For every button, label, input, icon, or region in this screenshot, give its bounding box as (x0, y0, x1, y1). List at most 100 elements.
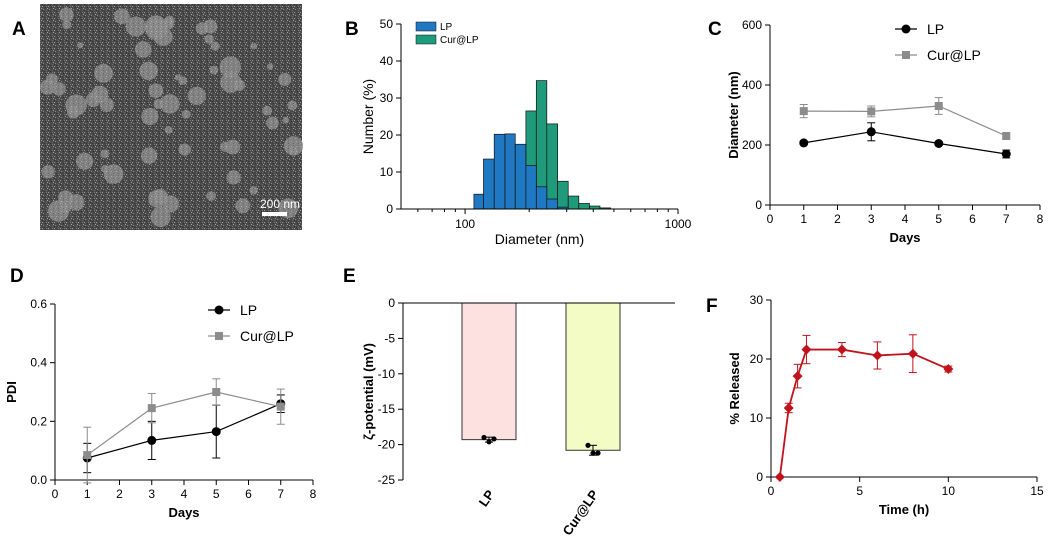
x-axis-label: Days (168, 505, 199, 520)
tem-particle (77, 42, 84, 49)
replicate-point (595, 450, 601, 456)
tem-particle (235, 198, 251, 214)
series-line (803, 131, 1007, 155)
legend-marker (902, 51, 910, 59)
tem-particle (174, 74, 182, 81)
panel-label-a: A (12, 19, 26, 40)
y-tick-label: 30 (380, 91, 394, 105)
chart-e-zeta-potential: LP Cur@LP 0 -5 -10 -15 -20 -25 ζ-potential (mV) (361, 296, 675, 538)
x-tick-label: LP (476, 487, 498, 509)
tem-particle (210, 41, 220, 51)
data-point (783, 402, 794, 413)
data-point (83, 451, 92, 460)
tem-particle (41, 165, 55, 179)
x-tick-label: 15 (1030, 484, 1044, 498)
tem-particle (195, 22, 209, 35)
replicate-point (585, 442, 591, 448)
histogram-bar-lp (535, 186, 548, 210)
chart-f-release: 0 10 20 30 0 5 10 15 Time (h) % Released (727, 293, 1044, 517)
y-tick-label: -25 (378, 473, 396, 487)
y-axis-label: PDI (4, 381, 19, 403)
x-tick-label: 0 (768, 484, 775, 498)
tem-particle (219, 56, 241, 78)
legend-marker (901, 24, 911, 34)
x-tick-label: 8 (310, 487, 317, 501)
data-point (867, 107, 876, 116)
tem-particle (249, 186, 258, 195)
x-tick-label: 10 (942, 484, 956, 498)
x-tick-label: 1000 (665, 217, 692, 231)
x-tick-label: 8 (1037, 212, 1044, 226)
histogram-bar-cur-lp (546, 123, 558, 210)
legend-label: LP (240, 302, 257, 318)
y-tick-label: -15 (378, 402, 396, 416)
y-tick-label: 20 (750, 352, 764, 366)
tem-particle (220, 141, 231, 152)
data-point (147, 435, 157, 445)
data-point (934, 102, 943, 110)
y-axis-label: Number (%) (360, 79, 376, 154)
y-tick-label: -5 (384, 331, 395, 345)
y-tick-label: 600 (742, 18, 762, 32)
y-tick-label: 10 (380, 165, 394, 179)
data-point (147, 404, 156, 413)
data-point (934, 139, 944, 148)
x-tick-label: 5 (856, 484, 863, 498)
x-axis-label: Diameter (nm) (495, 231, 584, 247)
replicate-point (491, 436, 497, 442)
histogram-bar-lp (473, 193, 484, 210)
replicate-point (590, 450, 596, 456)
tem-particle (283, 136, 304, 156)
tem-particle (148, 83, 164, 99)
x-tick-label: Cur@LP (560, 487, 602, 538)
y-tick-label: 200 (742, 138, 762, 152)
legend-label: Cur@LP (240, 328, 294, 344)
histogram-bar-lp (514, 143, 527, 210)
x-tick-label: 100 (455, 217, 475, 231)
y-tick-label: -10 (378, 367, 396, 381)
histogram-bar-lp (546, 198, 558, 210)
x-tick-label: 2 (116, 487, 123, 501)
x-tick-label: 0 (767, 212, 774, 226)
tem-particle (76, 152, 94, 170)
tem-particle (266, 63, 274, 70)
x-tick-label: 1 (84, 487, 91, 501)
x-tick-label: 7 (1003, 212, 1010, 226)
data-point (774, 472, 785, 482)
series-line (86, 391, 281, 456)
chart-b-size-distribution: 0 10 20 30 40 50 100 1000 Diameter (nm) Number (%… (360, 17, 692, 247)
data-point (836, 344, 847, 355)
x-tick-label: 0 (52, 487, 59, 501)
histogram-bar-cur-lp (567, 195, 580, 210)
tem-particle (134, 41, 152, 58)
x-axis-label: Days (889, 230, 920, 245)
legend-swatch (415, 34, 437, 45)
histogram-bar-lp (493, 133, 506, 210)
panel-label-b: B (345, 19, 359, 40)
series-line (803, 105, 1007, 137)
histogram-bar-cur-lp (578, 203, 590, 210)
x-tick-label: 1 (800, 212, 807, 226)
x-tick-label: 7 (277, 487, 284, 501)
x-axis-label: Time (h) (879, 502, 929, 517)
x-tick-label: 6 (969, 212, 976, 226)
scale-bar (262, 212, 287, 216)
tem-particle (59, 7, 74, 22)
tem-particle (266, 116, 279, 130)
tem-particle (160, 94, 180, 114)
legend-label: LP (440, 22, 453, 33)
data-point (211, 427, 221, 437)
chart-c-diameter-vs-days: 0 200 400 600 0 1 2 3 4 5 6 7 8 Days Diameter (nm) LP Cu… (726, 18, 1044, 245)
panel-label-c: C (708, 19, 722, 40)
data-point (792, 371, 803, 382)
tem-particle (209, 65, 219, 75)
data-point (943, 364, 954, 375)
y-tick-label: 0 (386, 202, 393, 216)
data-point (872, 350, 883, 361)
data-point (1002, 132, 1011, 140)
data-point (801, 344, 812, 355)
legend-label: LP (927, 21, 944, 37)
tem-particle (94, 64, 113, 83)
legend-label: Cur@LP (927, 47, 981, 63)
x-tick-label: 4 (902, 212, 909, 226)
